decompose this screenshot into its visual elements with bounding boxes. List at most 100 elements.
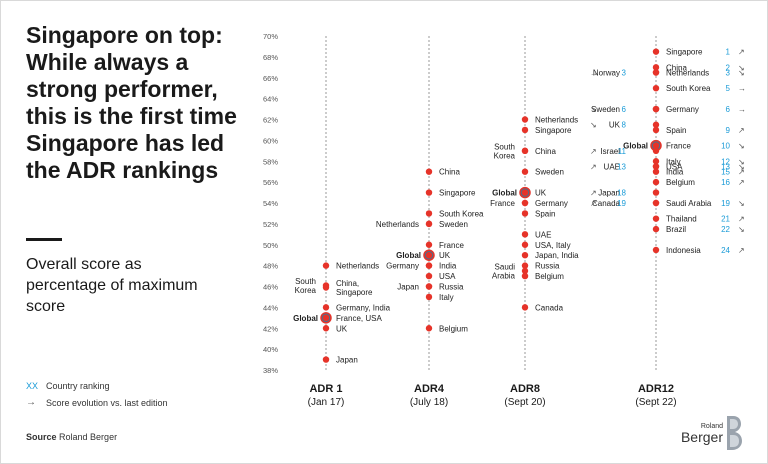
point-label: Canada (535, 303, 564, 312)
data-point (322, 325, 330, 332)
point-label: Germany (535, 199, 568, 208)
y-tick-label: 50% (263, 241, 278, 250)
point-label: Japan (397, 283, 419, 292)
legend-rank-key: XX (26, 381, 39, 391)
point-label: Korea (494, 151, 516, 160)
point-label: Belgium (666, 178, 695, 187)
rank-label: 3 (726, 69, 731, 78)
data-point (322, 314, 330, 322)
data-point (652, 189, 660, 196)
point-label: Japan (336, 356, 358, 365)
rank-label: 3 (622, 69, 627, 78)
y-tick-label: 70% (263, 32, 278, 41)
data-point (652, 246, 660, 254)
point-label: Singapore (439, 189, 476, 198)
data-point (322, 284, 330, 291)
y-tick-label: 48% (263, 262, 278, 271)
legend-arrow: → Score evolution vs. last edition (26, 397, 168, 408)
column-date: (Sept 22) (635, 397, 676, 408)
rank-label: 8 (622, 121, 627, 130)
data-point (425, 325, 433, 332)
point-label: Saudi Arabia (666, 199, 712, 208)
point-label: UAE (604, 162, 620, 171)
data-point (521, 267, 529, 275)
point-label: South Korea (666, 84, 711, 93)
source-note: Source Roland Berger (26, 432, 117, 442)
point-label: Indonesia (666, 246, 701, 255)
point-label: Russia (535, 262, 560, 271)
rank-label: 15 (721, 168, 730, 177)
source-label: Source (26, 432, 57, 442)
point-label: Spain (535, 209, 555, 218)
y-tick-label: 60% (263, 136, 278, 145)
data-point (652, 215, 660, 222)
point-label: UK (535, 189, 547, 198)
rank-label: 16 (721, 178, 730, 187)
rank-label: 11 (618, 147, 627, 156)
data-point (652, 147, 660, 155)
point-label: Korea (295, 286, 317, 295)
data-point (425, 220, 433, 228)
rank-label: 5 (726, 84, 731, 93)
point-label: Germany, India (336, 303, 391, 312)
data-point (425, 210, 433, 217)
y-tick-label: 44% (263, 303, 278, 312)
data-point (521, 241, 529, 248)
legend-rank: XX Country ranking (26, 381, 110, 391)
arrow-icon: ↗ (590, 199, 597, 208)
arrow-icon: ↘ (738, 69, 745, 78)
point-label: Singapore (666, 48, 703, 57)
arrow-icon: → (738, 105, 746, 114)
data-point (652, 199, 660, 207)
data-point (425, 251, 433, 259)
y-tick-label: 68% (263, 53, 278, 62)
data-point (652, 69, 660, 76)
rank-label: 9 (726, 126, 731, 135)
arrow-icon: ↘ (738, 162, 745, 171)
data-point (425, 189, 433, 196)
point-label: France (439, 241, 464, 250)
rank-label: 2 (726, 63, 731, 72)
arrow-icon: ↗ (590, 189, 597, 198)
point-label: Global (396, 251, 421, 260)
point-label: Italy (666, 157, 681, 166)
column-date: (Jan 17) (308, 397, 345, 408)
headline: Singapore on top: While always a strong … (26, 22, 237, 183)
data-point (425, 283, 433, 290)
y-tick-label: 62% (263, 116, 278, 125)
column-label: ADR4 (414, 383, 445, 395)
point-label: France, USA (336, 314, 382, 323)
data-point (521, 199, 529, 207)
data-point (652, 178, 660, 186)
point-label: South Korea (439, 209, 484, 218)
point-label: China (439, 168, 460, 177)
data-point (425, 272, 433, 280)
data-point (521, 168, 529, 175)
point-label: Sweden (591, 105, 620, 114)
data-point (521, 210, 529, 217)
point-label: Germany (666, 105, 699, 114)
subtitle: Overall score as percentage of maximum s… (26, 256, 198, 315)
arrow-icon: ↗ (738, 168, 745, 177)
arrow-right-icon: → (26, 397, 36, 408)
point-label: Netherlands (336, 262, 379, 271)
rank-label: 12 (721, 157, 730, 166)
rank-label: 13 (721, 162, 730, 171)
data-point (521, 147, 529, 155)
data-point (652, 64, 660, 71)
point-label: USA (666, 162, 683, 171)
y-tick-label: 38% (263, 366, 278, 375)
y-tick-label: 54% (263, 199, 278, 208)
point-label: Sweden (439, 220, 468, 229)
arrow-icon: ↘ (590, 121, 597, 130)
point-label: UK (439, 251, 451, 260)
data-point (425, 293, 433, 301)
point-label: UK (336, 324, 348, 333)
column-date: (July 18) (410, 397, 448, 408)
rank-label: 19 (617, 199, 626, 208)
y-tick-label: 66% (263, 74, 278, 83)
arrow-icon: ↗ (738, 178, 745, 187)
point-label: Saudi (495, 262, 516, 271)
arrow-icon: ↗ (738, 246, 745, 255)
